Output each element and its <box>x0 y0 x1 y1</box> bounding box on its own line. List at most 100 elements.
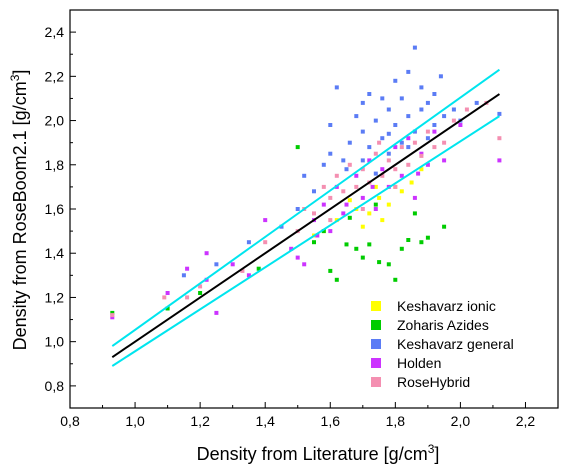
data-point-rosehybrid <box>377 140 382 145</box>
data-point-keshavarz-general <box>412 45 417 50</box>
y-tick-label: 1,0 <box>45 334 65 350</box>
data-point-zoharis-azides <box>425 235 430 240</box>
data-point-keshavarz-general <box>360 100 365 105</box>
data-point-rosehybrid <box>464 107 469 112</box>
data-point-holden <box>315 233 320 238</box>
data-point-keshavarz-general <box>181 273 186 278</box>
data-point-keshavarz-general <box>328 123 333 127</box>
data-point-holden <box>321 202 326 207</box>
data-point-holden <box>165 291 170 295</box>
x-tick-label: 0,8 <box>60 413 80 429</box>
x-tick-label: 2,0 <box>451 413 471 429</box>
data-point-zoharis-azides <box>312 240 316 245</box>
data-point-zoharis-azides <box>360 255 365 260</box>
data-point-keshavarz-ionic <box>347 198 352 203</box>
data-point-holden <box>419 151 424 156</box>
data-point-keshavarz-general <box>380 136 385 141</box>
data-point-keshavarz-ionic <box>380 218 385 223</box>
data-point-zoharis-azides <box>373 202 378 207</box>
data-point-rosehybrid <box>451 118 456 123</box>
data-point-rosehybrid <box>321 184 326 189</box>
data-point-holden <box>406 136 411 141</box>
data-point-rosehybrid <box>386 158 391 163</box>
data-point-rosehybrid <box>347 162 352 167</box>
data-point-keshavarz-general <box>399 140 404 145</box>
data-point-keshavarz-general <box>442 114 447 119</box>
data-point-holden <box>367 158 372 163</box>
data-point-holden <box>497 158 502 163</box>
data-point-zoharis-azides <box>295 145 300 150</box>
legend-label: Holden <box>397 355 441 371</box>
data-point-keshavarz-ionic <box>360 224 365 229</box>
data-point-holden <box>432 129 437 134</box>
x-tick-label: 1,8 <box>386 413 406 429</box>
data-point-zoharis-azides <box>399 246 404 251</box>
legend-swatch <box>371 320 381 330</box>
data-point-holden <box>399 173 404 178</box>
data-point-keshavarz-general <box>393 78 398 83</box>
data-point-keshavarz-general <box>367 92 372 96</box>
data-point-holden <box>416 171 421 176</box>
data-point-zoharis-azides <box>334 277 339 282</box>
data-point-keshavarz-ionic <box>399 189 404 194</box>
data-point-keshavarz-ionic <box>409 180 414 185</box>
data-point-holden <box>214 310 219 315</box>
data-point-rosehybrid <box>354 184 359 189</box>
data-point-keshavarz-general <box>406 114 411 119</box>
legend-label: RoseHybrid <box>397 374 470 390</box>
data-point-holden <box>425 162 430 167</box>
legend-label: Keshavarz general <box>397 336 514 352</box>
data-point-keshavarz-ionic <box>386 202 391 207</box>
data-point-rosehybrid <box>393 184 398 189</box>
data-point-rosehybrid <box>162 295 167 300</box>
data-point-rosehybrid <box>419 153 424 158</box>
data-point-rosehybrid <box>373 151 378 156</box>
data-point-zoharis-azides <box>377 260 382 265</box>
data-point-rosehybrid <box>110 313 115 318</box>
data-point-rosehybrid <box>334 173 339 178</box>
data-point-keshavarz-general <box>354 114 359 119</box>
legend-swatch <box>371 358 381 368</box>
data-point-keshavarz-general <box>380 96 385 101</box>
data-point-holden <box>204 251 209 256</box>
data-point-rosehybrid <box>360 167 365 172</box>
legend-swatch <box>371 377 381 387</box>
data-point-keshavarz-general <box>344 167 349 172</box>
data-point-keshavarz-general <box>474 100 479 105</box>
legend: Keshavarz ionic Zoharis Azides Keshavarz g… <box>371 298 514 390</box>
data-point-keshavarz-general <box>386 151 391 156</box>
data-point-keshavarz-general <box>419 85 424 90</box>
data-point-rosehybrid <box>425 129 430 134</box>
y-tick-label: 1,8 <box>45 157 65 173</box>
legend-swatch <box>371 301 381 311</box>
confidence-line <box>111 115 500 367</box>
data-point-holden <box>289 246 294 251</box>
data-point-zoharis-azides <box>110 310 115 315</box>
data-point-rosehybrid <box>360 207 365 211</box>
legend-label: Keshavarz ionic <box>397 298 496 314</box>
data-point-zoharis-azides <box>321 229 326 234</box>
x-tick-label: 1,2 <box>190 413 210 429</box>
data-point-holden <box>185 266 190 271</box>
y-tick-label: 2,2 <box>45 68 65 84</box>
data-point-rosehybrid <box>328 195 333 200</box>
data-point-keshavarz-general <box>312 189 316 194</box>
data-point-rosehybrid <box>432 145 437 150</box>
data-point-zoharis-azides <box>347 215 352 220</box>
data-point-zoharis-azides <box>406 238 411 242</box>
y-tick-label: 1,2 <box>45 289 65 305</box>
legend-swatch <box>371 339 381 349</box>
data-point-keshavarz-general <box>367 145 372 150</box>
data-point-holden <box>360 195 365 200</box>
x-tick-label: 2,2 <box>516 413 536 429</box>
y-tick-label: 1,6 <box>45 201 65 217</box>
legend-label: Zoharis Azides <box>397 317 489 333</box>
data-point-holden <box>412 195 417 200</box>
data-point-rosehybrid <box>341 189 346 194</box>
data-point-rosehybrid <box>380 173 385 178</box>
data-point-keshavarz-general <box>386 131 391 136</box>
data-point-rosehybrid <box>497 136 502 141</box>
data-point-keshavarz-ionic <box>373 184 378 189</box>
